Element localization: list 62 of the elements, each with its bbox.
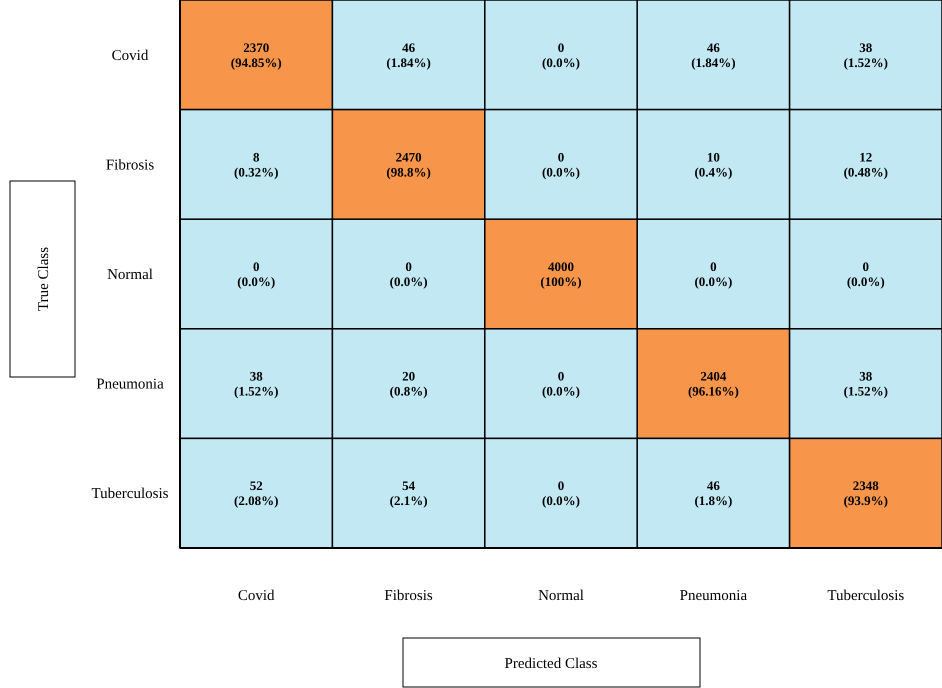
annotation: (0.0%) xyxy=(237,274,276,289)
annotation: (2.08%) xyxy=(234,493,278,508)
data-label: 10 xyxy=(706,149,720,164)
data-label: 0 xyxy=(558,368,564,384)
y-axis-title: True Class xyxy=(36,246,52,312)
annotation: (1.52%) xyxy=(234,384,278,399)
data-label: 52 xyxy=(250,478,263,494)
annotation: (1.84%) xyxy=(386,54,431,70)
data-label: 20 xyxy=(402,368,416,384)
annotation: (94.85%) xyxy=(230,54,282,70)
annotation: (1.8%) xyxy=(694,493,732,508)
data-label: 38 xyxy=(859,368,873,384)
annotation: (0.0%) xyxy=(542,164,580,180)
annotation: (96.16%) xyxy=(688,384,739,399)
annotation: (0.0%) xyxy=(542,54,580,70)
annotation: (1.52%) xyxy=(844,384,888,399)
data-label: 0 xyxy=(558,478,564,494)
annotation: (0.0%) xyxy=(390,274,428,289)
x-tick-label: Pneumonia xyxy=(680,588,748,604)
y-tick-label: Normal xyxy=(107,267,153,283)
x-tick-label: Fibrosis xyxy=(384,588,433,604)
annotation: (1.52%) xyxy=(844,54,888,70)
y-tick-label: Fibrosis xyxy=(106,157,154,174)
annotation: (2.1%) xyxy=(390,493,428,508)
y-tick-label: Tuberculosis xyxy=(92,486,169,502)
data-label: 8 xyxy=(252,149,260,164)
data-label: 12 xyxy=(859,149,872,164)
data-label: 2348 xyxy=(852,478,880,494)
y-tick-label: Covid xyxy=(112,48,149,64)
annotation: (0.4%) xyxy=(694,164,732,180)
data-label: 0 xyxy=(252,259,260,274)
annotation: (0.0%) xyxy=(542,384,580,399)
annotation: (93.9%) xyxy=(844,493,888,508)
x-tick-label: Covid xyxy=(238,588,276,604)
data-label: 54 xyxy=(402,478,416,494)
annotation: (0.32%) xyxy=(234,164,278,180)
data-label: 2404 xyxy=(700,368,727,384)
data-label: 0 xyxy=(862,259,870,274)
data-label: 2470 xyxy=(396,149,422,164)
annotation: (0.0%) xyxy=(542,493,580,508)
annotation: (0.48%) xyxy=(844,164,888,180)
x-tick-label: Normal xyxy=(538,588,584,604)
annotation: (1.84%) xyxy=(691,54,736,70)
data-label: 46 xyxy=(706,478,720,494)
data-label: 4000 xyxy=(548,259,574,274)
x-axis-title: Predicted Class xyxy=(504,656,598,672)
data-label: 38 xyxy=(250,368,264,384)
data-label: 46 xyxy=(402,40,416,55)
data-label: 0 xyxy=(558,40,564,55)
data-label: 0 xyxy=(405,259,412,274)
x-tick-label: Tuberculosis xyxy=(827,588,904,604)
annotation: (100%) xyxy=(540,274,582,289)
annotation: (0.0%) xyxy=(694,274,732,289)
annotation: (98.8%) xyxy=(386,164,431,180)
data-label: 0 xyxy=(558,149,564,164)
annotation: (0.8%) xyxy=(390,384,428,399)
data-label: 46 xyxy=(706,40,720,55)
data-label: 2370 xyxy=(243,40,270,55)
data-label: 38 xyxy=(859,40,873,55)
y-tick-label: Pneumonia xyxy=(96,376,164,393)
data-label: 0 xyxy=(710,259,717,274)
annotation: (0.0%) xyxy=(846,274,885,289)
